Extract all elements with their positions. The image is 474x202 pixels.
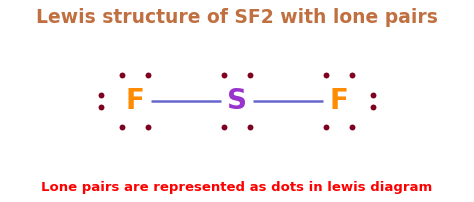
Text: Lewis structure of SF2 with lone pairs: Lewis structure of SF2 with lone pairs	[36, 8, 438, 27]
Point	[220, 74, 228, 77]
Point	[98, 105, 105, 108]
Point	[369, 105, 376, 108]
Point	[98, 94, 105, 97]
Point	[144, 125, 152, 128]
Text: Lone pairs are represented as dots in lewis diagram: Lone pairs are represented as dots in le…	[41, 181, 433, 194]
Point	[369, 94, 376, 97]
Point	[220, 125, 228, 128]
Point	[348, 74, 356, 77]
Text: F: F	[330, 87, 349, 115]
Point	[118, 125, 126, 128]
Point	[348, 125, 356, 128]
Point	[144, 74, 152, 77]
Point	[118, 74, 126, 77]
Text: S: S	[227, 87, 247, 115]
Point	[322, 125, 330, 128]
Text: F: F	[125, 87, 144, 115]
Point	[246, 74, 254, 77]
Point	[246, 125, 254, 128]
Point	[322, 74, 330, 77]
